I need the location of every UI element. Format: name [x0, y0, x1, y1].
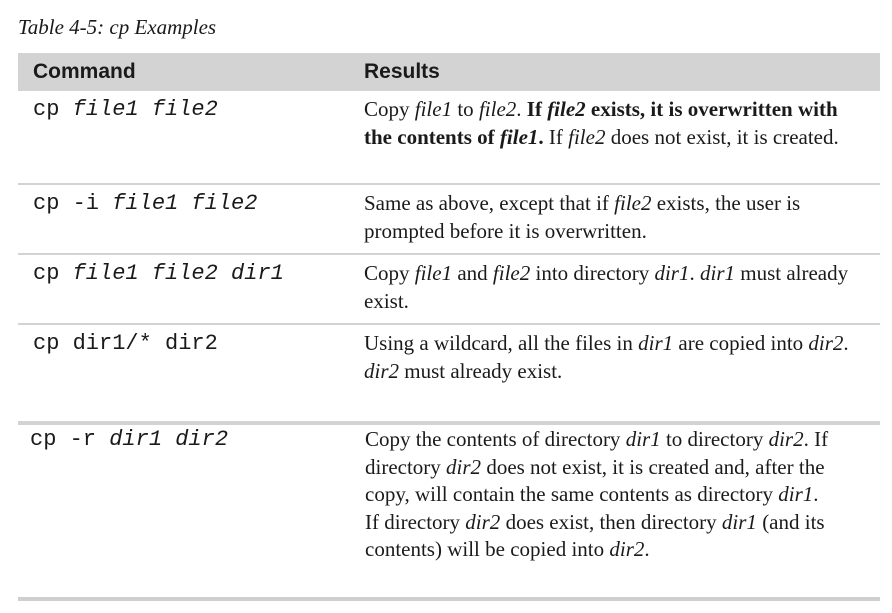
cp-examples-table: Command Results cp file1 file2 Copy file…	[18, 53, 880, 601]
text-run: .	[516, 97, 527, 121]
text-run: dir1 dir2	[109, 427, 229, 452]
text-run: dir1	[778, 482, 814, 506]
text-run: dir2	[465, 509, 501, 534]
text-run: file2	[492, 261, 531, 285]
text-run: does exist, then directory	[500, 509, 722, 534]
text-run: cp	[33, 261, 73, 286]
text-run: cp -i	[33, 191, 113, 216]
text-run: exists, it is overwritten with the conte…	[364, 97, 838, 149]
text-run: file1	[414, 97, 453, 121]
text-run: file1 file2	[72, 97, 218, 122]
text-run: If	[526, 97, 548, 121]
text-run: If	[543, 124, 569, 149]
text-run: dir2	[446, 454, 482, 479]
text-run: file1	[499, 124, 539, 149]
text-run: dir1	[654, 261, 690, 285]
table-row: cp file1 file2 Copy file1 to file2. If f…	[18, 91, 880, 185]
text-run: Copy	[364, 261, 415, 285]
table-row: cp dir1/* dir2 Using a wildcard, all the…	[18, 325, 880, 393]
text-run: dir1	[699, 261, 735, 285]
text-run: Using a wildcard, all the files in	[364, 331, 639, 355]
text-run: file2	[478, 97, 517, 121]
text-run: dir2	[364, 358, 400, 383]
text-run: file1 file2 dir1	[72, 261, 284, 286]
text-run: cp	[33, 97, 73, 122]
text-run: .	[644, 537, 650, 561]
text-run: file1 file2	[112, 191, 258, 216]
text-run: file2	[568, 124, 606, 149]
text-run: to directory	[660, 427, 769, 451]
result-cell: Using a wildcard, all the files in dir1 …	[364, 330, 869, 385]
text-run: dir1	[721, 509, 757, 534]
text-run: .	[538, 124, 544, 149]
result-cell: Copy the contents of directory dir1 to d…	[365, 426, 870, 564]
text-run: to	[452, 97, 479, 121]
text-run: cp -r	[30, 427, 110, 452]
text-run: dir2	[768, 427, 804, 451]
text-run: into directory	[530, 261, 655, 285]
text-run: file2	[614, 191, 652, 215]
text-run: (and its contents) will be copied into	[365, 509, 825, 562]
text-run: .	[813, 482, 819, 506]
text-run: dir1	[638, 331, 674, 355]
text-run: are copied into	[673, 331, 809, 355]
command-cell: cp -i file1 file2	[33, 191, 257, 216]
table-bottom-rule	[18, 597, 880, 601]
results-column-header: Results	[364, 60, 440, 83]
text-run: .	[843, 331, 849, 355]
text-run: Copy	[364, 97, 415, 121]
command-cell: cp -r dir1 dir2	[30, 427, 228, 452]
table-row: cp file1 file2 dir1 Copy file1 and file2…	[18, 255, 880, 325]
text-run: must already exist.	[399, 358, 563, 383]
text-run: dir2	[808, 331, 844, 355]
text-run: file2	[547, 97, 586, 121]
table-header: Command Results	[18, 53, 880, 91]
result-cell: Copy file1 to file2. If file2 exists, it…	[364, 96, 869, 151]
text-run: and	[452, 261, 493, 285]
text-run: . If directory	[365, 427, 829, 479]
text-run: If directory	[365, 509, 466, 534]
text-run: Same as above, except that if	[364, 191, 615, 215]
text-run: file1	[414, 261, 453, 285]
text-run: cp dir1/* dir2	[33, 331, 218, 356]
text-run: does not exist, it is created and, after…	[365, 454, 825, 507]
text-run: dir2	[609, 537, 645, 561]
command-column-header: Command	[33, 60, 136, 83]
table-row: cp -i file1 file2 Same as above, except …	[18, 185, 880, 255]
result-cell: Same as above, except that if file2 exis…	[364, 190, 869, 245]
command-cell: cp dir1/* dir2	[33, 331, 218, 356]
row-spacer	[18, 393, 880, 421]
section-divider	[18, 421, 880, 425]
text-run: must already exist.	[364, 261, 849, 313]
text-run: does not exist, it is created.	[605, 124, 839, 149]
command-cell: cp file1 file2 dir1	[33, 261, 284, 286]
text-run: Copy the contents of directory	[365, 427, 626, 451]
text-run: exists, the user is prompted before it i…	[364, 191, 801, 243]
command-cell: cp file1 file2	[33, 97, 218, 122]
table-caption: Table 4-5: cp Examples	[18, 15, 217, 39]
result-cell: Copy file1 and file2 into directory dir1…	[364, 260, 869, 315]
text-run: .	[689, 261, 700, 285]
text-run: dir1	[625, 427, 661, 451]
table-row: cp -r dir1 dir2 Copy the contents of dir…	[18, 425, 880, 597]
